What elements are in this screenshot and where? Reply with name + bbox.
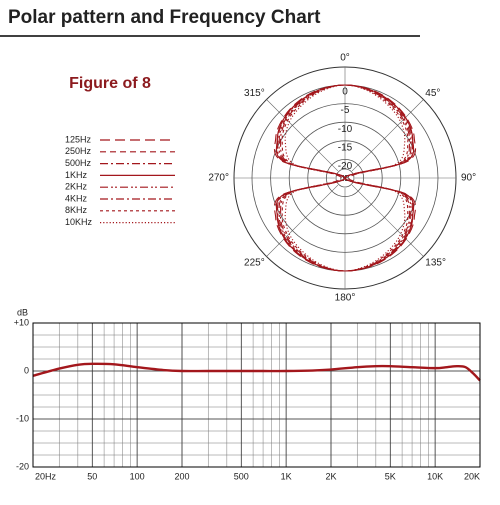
page-title: Polar pattern and Frequency Chart — [8, 7, 321, 28]
angle-label: 45° — [425, 88, 440, 99]
r-tick-label: -5 — [341, 105, 350, 116]
r-tick-label: -10 — [338, 124, 353, 135]
y-tick-label: -20 — [16, 461, 29, 471]
angle-label: 135° — [425, 257, 446, 268]
x-tick-label: 1K — [281, 471, 292, 481]
polar-curve — [273, 84, 417, 272]
response-line — [32, 362, 481, 382]
polar-curve — [280, 84, 410, 272]
y-tick-label: 0 — [24, 365, 29, 375]
x-tick-label: 20Hz — [35, 471, 57, 481]
r-tick-label: -15 — [338, 142, 353, 153]
legend-label: 250Hz — [65, 146, 92, 156]
legend-label: 4KHz — [65, 193, 88, 203]
polar-ring — [325, 158, 364, 197]
polar-spoke — [351, 99, 424, 172]
x-tick-label: 200 — [174, 471, 189, 481]
legend-label: 10KHz — [65, 217, 93, 227]
polar-ring — [307, 140, 383, 216]
angle-label: 225° — [244, 257, 265, 268]
legend-label: 125Hz — [65, 134, 92, 144]
angle-label: 0° — [340, 53, 350, 64]
x-tick-label: 500 — [234, 471, 249, 481]
y-axis-label: dB — [17, 307, 28, 317]
angle-label: 180° — [335, 293, 356, 304]
legend-label: 2KHz — [65, 182, 88, 192]
angle-label: 315° — [244, 88, 265, 99]
polar-ring — [288, 121, 402, 235]
legend-label: 1KHz — [65, 170, 88, 180]
polar-spoke — [266, 99, 339, 172]
polar-curve — [284, 84, 406, 272]
polar-spoke — [266, 184, 339, 257]
polar-title: Figure of 8 — [69, 75, 151, 92]
legend-label: 8KHz — [65, 205, 88, 215]
x-tick-label: 5K — [385, 471, 396, 481]
polar-curve — [278, 84, 412, 272]
r-tick-label: 0 — [342, 87, 348, 98]
angle-label: 270° — [208, 173, 229, 184]
x-tick-label: 50 — [87, 471, 97, 481]
x-tick-label: 20K — [464, 471, 480, 481]
y-tick-label: +10 — [14, 317, 29, 327]
x-tick-label: 100 — [130, 471, 145, 481]
plot-frame — [32, 322, 481, 468]
x-tick-label: 2K — [325, 471, 336, 481]
polar-spoke — [351, 184, 424, 257]
r-tick-label: -20 — [338, 161, 353, 172]
x-tick-label: 10K — [427, 471, 443, 481]
y-tick-label: -10 — [16, 413, 29, 423]
angle-label: 90° — [461, 173, 476, 184]
polar-curve — [281, 84, 409, 272]
polar-ring — [270, 103, 420, 253]
legend-label: 500Hz — [65, 158, 92, 168]
